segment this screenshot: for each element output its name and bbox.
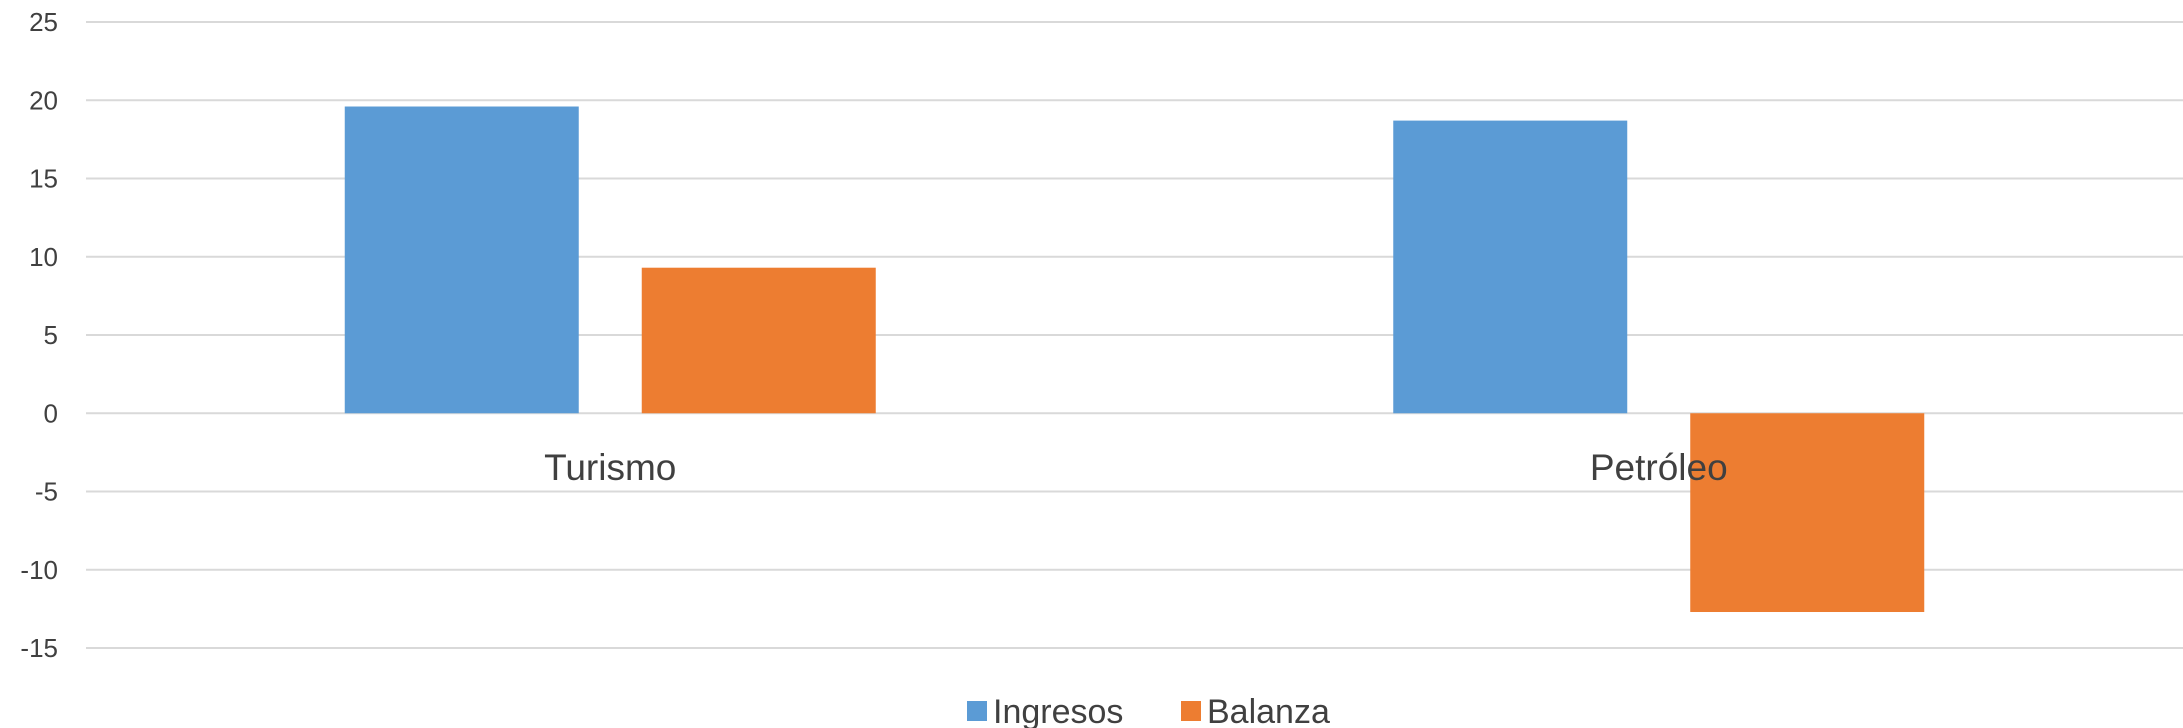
category-label: Turismo (544, 447, 676, 488)
y-tick-label: 15 (29, 164, 58, 194)
category-labels: Turismo Petróleo (544, 447, 1728, 488)
bars (344, 106, 1925, 613)
y-tick-label: -10 (20, 555, 58, 585)
bar-balanza-1 (1690, 413, 1925, 613)
y-tick-label: 0 (44, 398, 58, 428)
legend-swatch-balanza (1181, 701, 1201, 721)
legend-label-balanza: Balanza (1207, 693, 1330, 728)
bar-ingresos-1 (1393, 120, 1628, 414)
y-tick-label: -5 (35, 477, 58, 507)
y-tick-label: 25 (29, 7, 58, 37)
bar-balanza-0 (641, 267, 876, 414)
y-axis-ticks: 25 20 15 10 5 0 -5 -10 -15 (20, 7, 58, 663)
y-tick-label: 20 (29, 85, 58, 115)
y-tick-label: 5 (44, 320, 58, 350)
bar-ingresos-0 (344, 106, 579, 414)
y-tick-label: -15 (20, 633, 58, 663)
category-label: Petróleo (1590, 447, 1728, 488)
legend-swatch-ingresos (967, 701, 987, 721)
legend-label-ingresos: Ingresos (993, 693, 1123, 728)
y-tick-label: 10 (29, 242, 58, 272)
legend: Ingresos Balanza (967, 693, 1330, 728)
